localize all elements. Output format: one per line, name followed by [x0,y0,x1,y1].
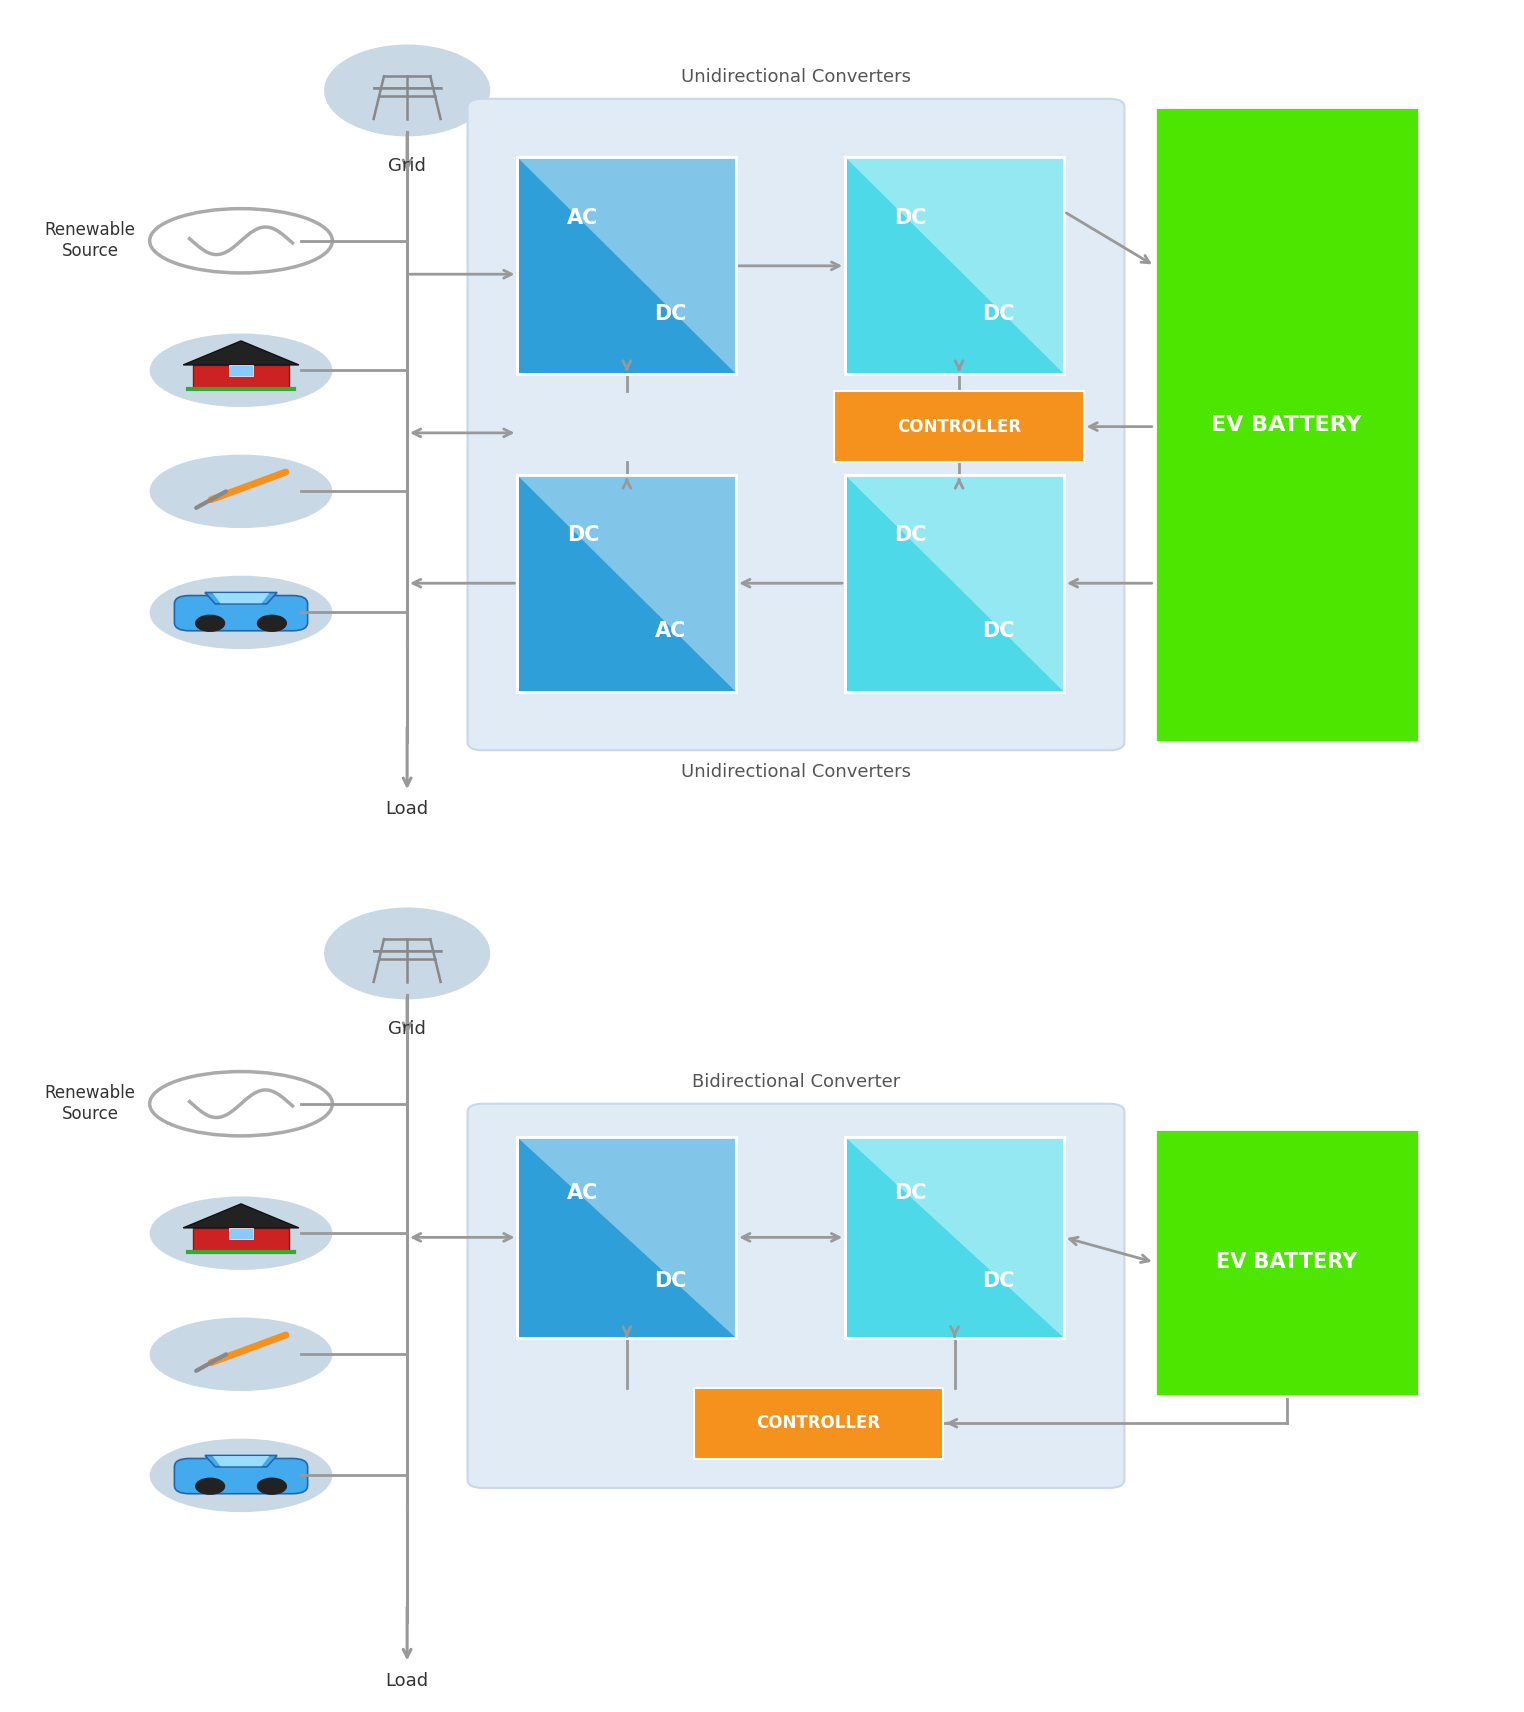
Bar [844,474,1064,692]
Text: Renewable
Source: Renewable Source [44,221,136,260]
Polygon shape [844,1137,1064,1337]
Bar [844,474,1064,692]
Bar [1155,1128,1419,1395]
Text: DC: DC [981,303,1015,324]
Text: Unidirectional Converters: Unidirectional Converters [681,764,911,781]
Bar [693,1388,943,1459]
Text: Renewable
Source: Renewable Source [44,1084,136,1123]
Bar [844,1137,1064,1337]
Polygon shape [204,592,277,604]
Polygon shape [194,1228,290,1251]
Ellipse shape [149,1438,332,1512]
Polygon shape [183,341,299,365]
Text: DC: DC [895,526,927,546]
Text: DC: DC [981,621,1015,640]
Text: Load: Load [386,800,428,818]
Text: Bidirectional Converter: Bidirectional Converter [692,1073,901,1091]
Polygon shape [517,474,736,692]
Polygon shape [517,1137,736,1337]
Bar [517,474,736,692]
Text: EV BATTERY: EV BATTERY [1216,1253,1358,1272]
Circle shape [325,45,491,137]
Ellipse shape [149,455,332,527]
Text: DC: DC [895,209,927,228]
Text: DC: DC [895,1183,927,1204]
Text: DC: DC [567,526,599,546]
Polygon shape [517,158,736,375]
Polygon shape [183,1204,299,1228]
Text: DC: DC [654,1272,687,1291]
Ellipse shape [149,575,332,649]
Text: Load: Load [386,1671,428,1690]
Bar [517,158,736,375]
Bar [835,390,1084,462]
Text: AC: AC [567,1183,599,1204]
Text: DC: DC [981,1272,1015,1291]
Bar [517,1137,736,1337]
Polygon shape [213,1455,270,1465]
Bar [229,1228,253,1238]
Circle shape [195,1477,224,1495]
Circle shape [325,907,491,1000]
Text: EV BATTERY: EV BATTERY [1212,414,1362,435]
Text: CONTROLLER: CONTROLLER [756,1414,881,1433]
Text: Grid: Grid [389,158,427,175]
Ellipse shape [149,1318,332,1392]
Bar [517,1137,736,1337]
Polygon shape [194,365,290,389]
Polygon shape [844,158,1064,375]
Ellipse shape [149,1197,332,1270]
Text: DC: DC [654,303,687,324]
Bar [229,365,253,375]
Polygon shape [213,592,270,603]
FancyBboxPatch shape [468,1104,1125,1488]
Bar [517,474,736,692]
FancyBboxPatch shape [174,1459,308,1493]
Bar [844,158,1064,375]
Text: AC: AC [567,209,599,228]
Bar [844,1137,1064,1337]
Ellipse shape [149,334,332,407]
Text: Grid: Grid [389,1020,427,1037]
FancyBboxPatch shape [468,99,1125,750]
Circle shape [258,615,287,632]
Polygon shape [844,474,1064,692]
Bar [844,158,1064,375]
Bar [1155,108,1419,741]
Circle shape [258,1477,287,1495]
FancyBboxPatch shape [174,596,308,630]
Text: Unidirectional Converters: Unidirectional Converters [681,68,911,86]
Text: CONTROLLER: CONTROLLER [898,418,1021,435]
Polygon shape [204,1455,277,1467]
Bar [517,158,736,375]
Circle shape [195,615,224,632]
Text: AC: AC [655,621,686,640]
